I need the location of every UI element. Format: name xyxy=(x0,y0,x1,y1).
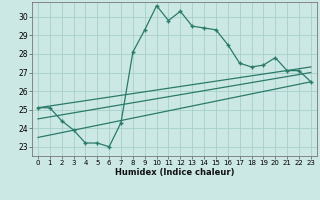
X-axis label: Humidex (Indice chaleur): Humidex (Indice chaleur) xyxy=(115,168,234,177)
